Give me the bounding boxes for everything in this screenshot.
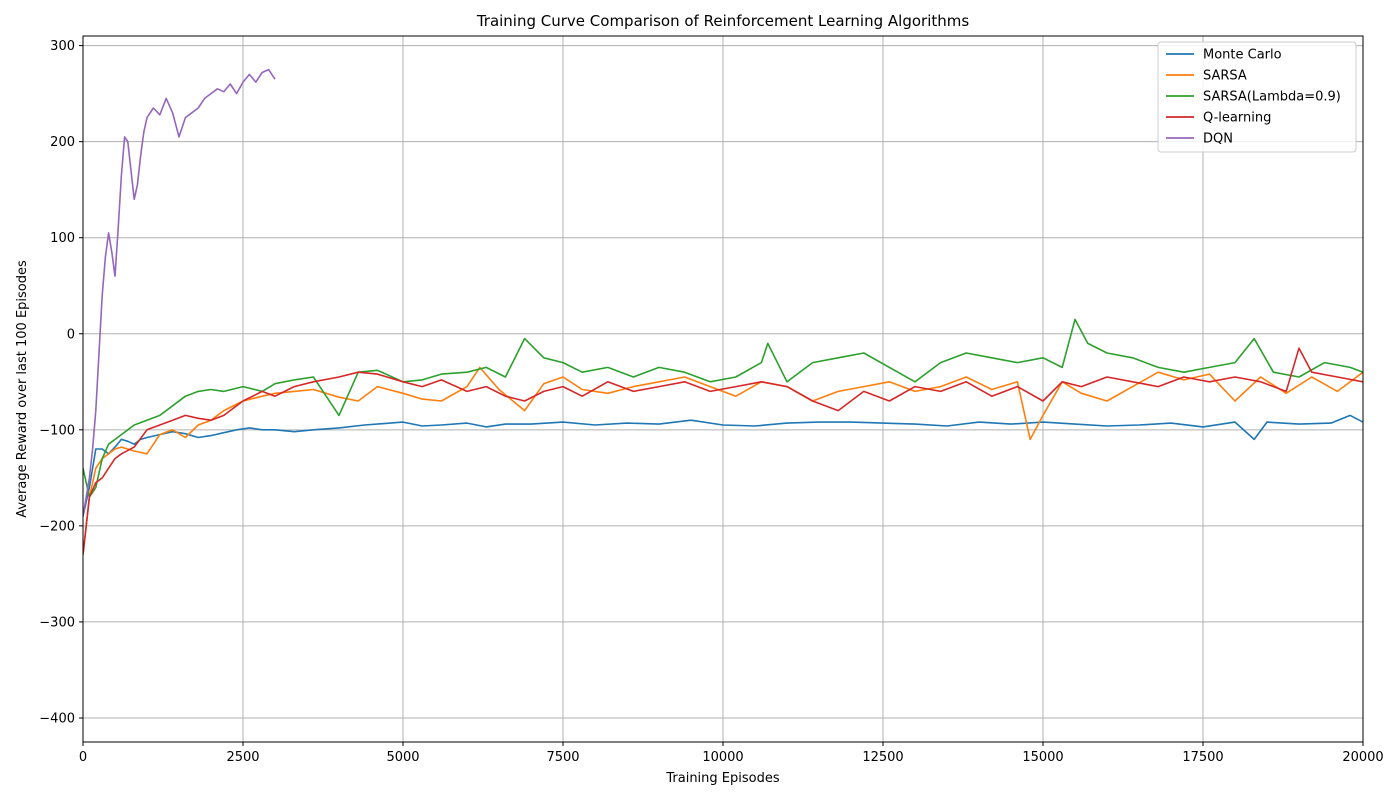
series-line-q-learning [83,347,1363,555]
x-tick-label: 2500 [226,750,259,765]
y-tick-label: 0 [67,327,75,342]
legend-entry: Q-learning [1203,111,1271,126]
series-line-sarsa-lambda-0-9 [83,318,1363,498]
series-layer [83,68,1363,555]
x-tick-label: 0 [79,750,87,765]
legend-entry: SARSA [1203,69,1247,84]
series-line-sarsa [83,366,1363,555]
x-tick-label: 20000 [1342,750,1383,765]
x-tick-label: 5000 [386,750,419,765]
grid [82,36,1364,742]
x-tick-label: 12500 [862,750,903,765]
y-tick-label: 200 [50,135,75,150]
y-tick-label: 300 [50,39,75,54]
y-tick-label: −400 [39,711,75,726]
x-tick-label: 15000 [1022,750,1063,765]
y-tick-label: −300 [39,615,75,630]
legend-entry: Monte Carlo [1203,48,1282,63]
chart-title: Training Curve Comparison of Reinforceme… [476,12,970,30]
legend-box [1157,41,1357,153]
x-tick-label: 17500 [1182,750,1223,765]
legend-entry: SARSA(Lambda=0.9) [1203,90,1341,105]
y-tick-label: −200 [39,519,75,534]
x-tick-label: 7500 [546,750,579,765]
ticks: 0 2500 5000 7500 10000 12500 15000 17500 20000 −4… [39,39,1383,765]
series-line-dqn [83,68,276,517]
y-tick-label: −100 [39,423,75,438]
x-axis-label: Training Episodes [665,771,779,786]
x-tick-label: 10000 [702,750,743,765]
y-axis-label: Average Reward over last 100 Episodes [15,260,30,518]
y-tick-label: 100 [50,231,75,246]
series-line-monte-carlo [83,414,1363,517]
legend-entry: DQN [1203,132,1233,147]
legend: Monte Carlo SARSA SARSA(Lambda=0.9) Q-learn… [1157,41,1357,153]
